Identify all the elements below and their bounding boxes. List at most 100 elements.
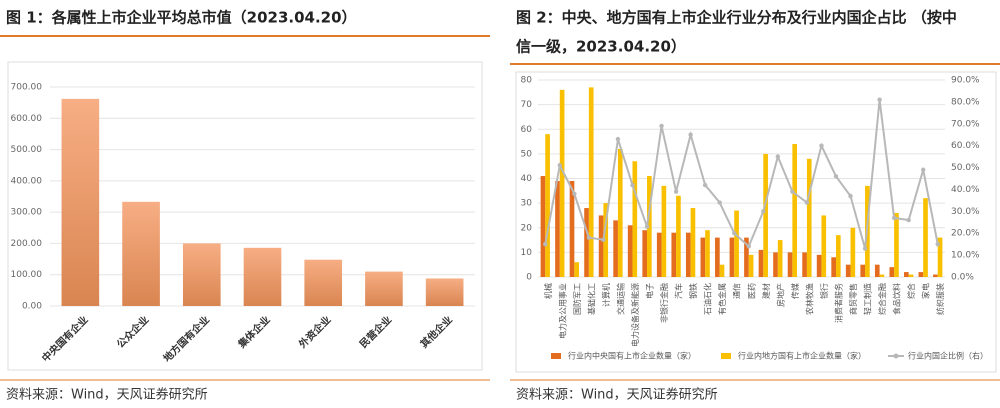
x-tick-label: 国防军工 bbox=[572, 283, 582, 315]
tick-label: 200.00 bbox=[11, 239, 43, 249]
bar bbox=[835, 235, 841, 277]
point bbox=[572, 191, 577, 197]
tick-label: 30 bbox=[521, 199, 533, 209]
point bbox=[833, 174, 839, 179]
bar bbox=[705, 230, 710, 277]
point bbox=[630, 182, 635, 188]
tick-label: 400.00 bbox=[11, 176, 43, 186]
source: 资料来源：Wind，天风证券研究所 bbox=[516, 387, 718, 403]
tick-label: 70 bbox=[521, 100, 533, 110]
bar bbox=[304, 259, 343, 306]
x-tick-label: 计算机 bbox=[601, 283, 611, 307]
bar bbox=[802, 252, 807, 277]
x-tick-label: 电力及公用事业 bbox=[557, 283, 567, 339]
bar bbox=[933, 274, 938, 277]
bar bbox=[831, 257, 836, 277]
bar bbox=[588, 87, 594, 277]
tick-label: 10 bbox=[521, 248, 533, 258]
x-tick-label: 公众企业 bbox=[114, 313, 151, 350]
point bbox=[746, 244, 751, 249]
x-tick-label: 有色金属 bbox=[717, 283, 727, 315]
bar bbox=[656, 232, 662, 277]
bar bbox=[690, 208, 696, 277]
bar bbox=[860, 264, 866, 277]
bar bbox=[879, 274, 885, 277]
bar bbox=[874, 264, 880, 277]
bar bbox=[617, 148, 623, 277]
tick-label: 0.00 bbox=[22, 302, 42, 312]
bar bbox=[540, 176, 546, 277]
x-tick-label: 消费者服务 bbox=[833, 283, 843, 323]
point bbox=[790, 189, 795, 194]
legend-label: 行业内中央国有上市企业数量（家） bbox=[568, 351, 696, 361]
bar bbox=[569, 180, 575, 277]
legend-label: 行业内国企比例（右） bbox=[908, 351, 988, 361]
x-tick-label: 中央国有企业 bbox=[39, 313, 91, 365]
legend-swatch bbox=[893, 353, 899, 359]
x-tick-label: 交通运输 bbox=[615, 283, 625, 315]
bar bbox=[908, 274, 914, 277]
x-tick-label: 食品饮料 bbox=[892, 283, 902, 315]
point bbox=[557, 163, 563, 168]
bar bbox=[584, 208, 589, 277]
tick-label: 700.00 bbox=[11, 83, 43, 93]
bar bbox=[559, 89, 565, 277]
tick-label: 10.0% bbox=[951, 251, 980, 261]
x-tick-label: 银行 bbox=[819, 283, 829, 299]
legend-swatch bbox=[551, 353, 561, 359]
tick-label: 80.0% bbox=[951, 97, 980, 107]
x-tick-label: 传媒 bbox=[790, 283, 800, 299]
bar bbox=[685, 232, 691, 277]
x-tick-label: 建材 bbox=[761, 283, 771, 299]
bar bbox=[894, 212, 899, 277]
bar bbox=[787, 252, 793, 277]
bar bbox=[545, 134, 550, 277]
x-tick-label: 医药 bbox=[746, 283, 756, 299]
tick-label: 300.00 bbox=[11, 208, 43, 218]
point bbox=[848, 193, 853, 199]
bar bbox=[744, 237, 749, 277]
x-tick-label: 电子 bbox=[645, 283, 655, 299]
bar bbox=[647, 176, 652, 277]
point bbox=[688, 132, 693, 137]
bar bbox=[758, 249, 764, 277]
line bbox=[544, 99, 939, 249]
legend-swatch bbox=[721, 353, 731, 359]
point bbox=[732, 231, 737, 236]
point bbox=[644, 224, 650, 229]
bar bbox=[923, 198, 928, 277]
bar bbox=[904, 272, 909, 277]
bar bbox=[734, 210, 739, 277]
bar bbox=[632, 161, 638, 277]
tick-label: 40.0% bbox=[951, 185, 980, 195]
bar bbox=[574, 262, 579, 277]
bar bbox=[748, 254, 754, 277]
tick-label: 100.00 bbox=[11, 270, 43, 280]
bar bbox=[918, 272, 924, 277]
tick-label: 60.0% bbox=[951, 141, 980, 151]
x-tick-label: 综合 bbox=[906, 283, 916, 299]
bar bbox=[700, 237, 706, 277]
tick-label: 60 bbox=[521, 125, 533, 135]
bar bbox=[598, 215, 604, 277]
tick-label: 20 bbox=[521, 223, 533, 233]
bar bbox=[555, 180, 560, 277]
title: 信一级，2023.04.20） bbox=[516, 38, 686, 56]
tick-label: 30.0% bbox=[951, 207, 980, 217]
bar bbox=[806, 158, 812, 277]
tick-label: 40 bbox=[521, 174, 533, 184]
bar bbox=[182, 243, 221, 306]
bar bbox=[603, 203, 609, 277]
bar bbox=[729, 237, 735, 277]
x-tick-label: 非银行金融 bbox=[659, 283, 669, 323]
tick-label: 20.0% bbox=[951, 229, 980, 239]
x-tick-label: 房地产 bbox=[775, 283, 785, 307]
bar bbox=[715, 237, 720, 277]
bar bbox=[61, 98, 100, 306]
point bbox=[804, 200, 810, 205]
point bbox=[920, 167, 926, 172]
title: 图 1：各属性上市企业平均总市值（2023.04.20） bbox=[6, 9, 357, 27]
bar bbox=[243, 247, 282, 306]
legend-label: 行业内地方国有上市企业数量（家） bbox=[738, 351, 866, 361]
